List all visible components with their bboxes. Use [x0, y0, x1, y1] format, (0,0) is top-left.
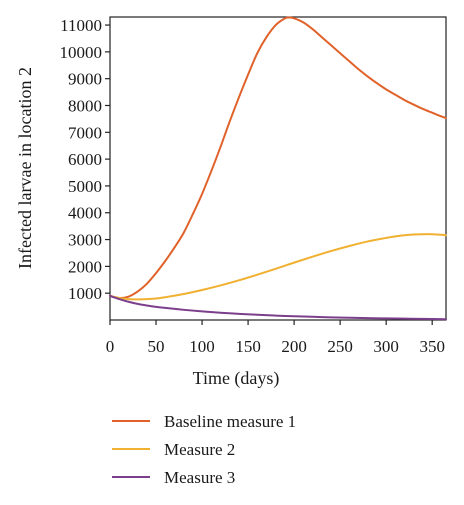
legend-item-baseline-measure-1: Baseline measure 1 [112, 412, 296, 431]
axes: 0 50 100 150 200 250 300 350 1000 2000 3000 4000 500… [60, 16, 447, 356]
y-tick-label: 9000 [68, 70, 102, 89]
plot-frame [109, 16, 447, 321]
y-tick-label: 6000 [68, 150, 102, 169]
series-line-baseline-measure-1 [109, 16, 447, 300]
x-tick-label: 150 [235, 337, 261, 356]
y-tick-label: 5000 [68, 177, 102, 196]
x-tick-label: 200 [281, 337, 307, 356]
legend: Baseline measure 1 Measure 2 Measure 3 [112, 412, 296, 487]
legend-item-measure-2: Measure 2 [112, 440, 235, 459]
x-tick-label: 0 [106, 337, 115, 356]
y-tick-label: 1000 [68, 284, 102, 303]
y-tick-label: 3000 [68, 231, 102, 250]
x-tick-label: 50 [148, 337, 165, 356]
series-line-measure-3 [109, 294, 447, 321]
x-tick-label: 350 [419, 337, 445, 356]
y-tick-label: 2000 [68, 257, 102, 276]
x-tick-label: 250 [327, 337, 353, 356]
legend-label: Measure 3 [164, 468, 235, 487]
legend-label: Measure 2 [164, 440, 235, 459]
legend-item-measure-3: Measure 3 [112, 468, 235, 487]
series-line-measure-2 [109, 233, 447, 301]
x-tick-label: 100 [189, 337, 215, 356]
x-tick-label: 300 [373, 337, 399, 356]
y-tick-label: 11000 [60, 16, 102, 35]
y-axis-label: Infected larvae in location 2 [15, 67, 35, 269]
series-layer [109, 16, 447, 321]
y-tick-label: 8000 [68, 96, 102, 115]
y-tick-label: 10000 [60, 43, 103, 62]
y-tick-label: 4000 [68, 204, 102, 223]
x-axis-label: Time (days) [193, 368, 280, 389]
y-tick-label: 7000 [68, 123, 102, 142]
legend-label: Baseline measure 1 [164, 412, 296, 431]
